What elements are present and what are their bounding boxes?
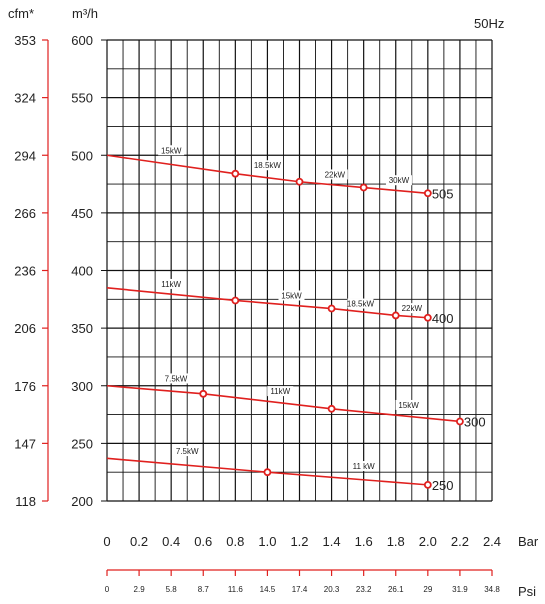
series-line <box>106 384 460 423</box>
power-label: 11kW <box>270 387 290 396</box>
series-point <box>391 311 400 320</box>
psi-tick-label: 2.9 <box>134 585 146 594</box>
x-tick-label: 0.2 <box>130 534 148 549</box>
series-point <box>423 480 432 489</box>
y-tick-label: 600 <box>71 33 93 48</box>
frequency-label: 50Hz <box>474 16 504 31</box>
series-end-label: 250 <box>432 478 454 493</box>
x2-unit-label: Psi <box>518 584 536 599</box>
x-tick-label: 0.8 <box>226 534 244 549</box>
power-label: 30kW <box>389 176 410 185</box>
psi-tick-label: 29 <box>423 585 432 594</box>
chart-series: 505 15kW 18.5kW 22kW 30kW 400 11kW 15kW 18.5kW 22… <box>106 145 486 493</box>
power-label: 15kW <box>161 146 182 155</box>
series-point <box>231 169 240 178</box>
series-point <box>263 468 272 477</box>
series-end-label: 505 <box>432 186 454 201</box>
x-tick-label: 1.2 <box>290 534 308 549</box>
power-label: 18.5kW <box>254 161 282 170</box>
chart-grid <box>106 39 493 502</box>
series-point <box>423 313 432 322</box>
y-tick-label: 300 <box>71 379 93 394</box>
x-tick-label: 0.6 <box>194 534 212 549</box>
power-label: 11 kW <box>353 462 376 471</box>
power-label: 7.5kW <box>176 447 199 456</box>
cfm-tick-label: 206 <box>14 321 36 336</box>
power-label-bg <box>398 303 425 314</box>
chart-axes: 200 250 300 350 400 450 500 550 600 118 147 176 206 2… <box>14 33 501 594</box>
psi-tick-label: 8.7 <box>198 585 210 594</box>
y-tick-label: 350 <box>71 321 93 336</box>
power-label-bg <box>174 446 201 457</box>
power-label-bg <box>321 169 348 180</box>
psi-tick-label: 5.8 <box>166 585 178 594</box>
psi-tick-label: 34.8 <box>484 585 500 594</box>
power-label-bg <box>158 145 185 156</box>
psi-tick-label: 14.5 <box>260 585 276 594</box>
psi-tick-label: 0 <box>105 585 110 594</box>
psi-tick-label: 31.9 <box>452 585 468 594</box>
cfm-tick-label: 266 <box>14 206 36 221</box>
x-tick-label: 1.4 <box>323 534 341 549</box>
cfm-tick-label: 118 <box>15 494 36 509</box>
x-tick-label: 2.0 <box>419 534 437 549</box>
power-label: 15kW <box>281 291 302 300</box>
power-label: 15kW <box>398 401 419 410</box>
series-point <box>359 183 368 192</box>
power-label-bg <box>395 399 422 410</box>
power-label-bg <box>385 175 412 186</box>
power-label: 11kW <box>161 280 181 289</box>
x-unit-label: Bar <box>518 534 539 549</box>
chart-labels: 50Hz m³/h cfm* Bar Psi <box>8 6 539 599</box>
series-end-label: 300 <box>464 414 486 429</box>
series-end-label: 400 <box>432 311 454 326</box>
power-label-bg <box>347 298 374 309</box>
x-tick-label: 0 <box>103 534 110 549</box>
x-tick-label: 1.8 <box>387 534 405 549</box>
power-label-bg <box>162 373 189 384</box>
y-tick-label: 200 <box>71 494 93 509</box>
power-label-bg <box>350 461 377 472</box>
x-tick-label: 0.4 <box>162 534 180 549</box>
y-tick-label: 500 <box>71 148 93 163</box>
y-tick-label: 450 <box>71 206 93 221</box>
x-tick-label: 2.4 <box>483 534 501 549</box>
series-point <box>423 189 432 198</box>
series-point <box>231 296 240 305</box>
psi-tick-label: 23.2 <box>356 585 372 594</box>
y-unit-label: m³/h <box>72 6 98 21</box>
power-label: 22kW <box>325 170 346 179</box>
power-label-bg <box>278 290 305 301</box>
cfm-tick-label: 147 <box>14 436 36 451</box>
y-tick-label: 550 <box>71 91 93 106</box>
power-label: 7.5kW <box>165 374 188 383</box>
psi-tick-label: 26.1 <box>388 585 404 594</box>
y2-unit-label: cfm* <box>8 6 34 21</box>
series-point <box>295 177 304 186</box>
power-label: 18.5kW <box>347 300 375 309</box>
psi-tick-label: 11.6 <box>228 585 244 594</box>
x-tick-label: 1.6 <box>355 534 373 549</box>
series-point <box>327 404 336 413</box>
cfm-tick-label: 176 <box>14 379 36 394</box>
cfm-tick-label: 294 <box>14 148 36 163</box>
series-point <box>199 389 208 398</box>
power-label-bg <box>158 278 185 289</box>
power-label: 22kW <box>402 304 423 313</box>
y-tick-label: 250 <box>71 436 93 451</box>
x-tick-label: 1.0 <box>258 534 276 549</box>
psi-tick-label: 20.3 <box>324 585 340 594</box>
power-label-bg <box>254 160 281 171</box>
x-tick-label: 2.2 <box>451 534 469 549</box>
series-point <box>456 417 464 426</box>
psi-tick-label: 17.4 <box>292 585 308 594</box>
cfm-tick-label: 236 <box>14 264 36 279</box>
power-label-bg <box>267 386 294 397</box>
cfm-tick-label: 353 <box>14 33 36 48</box>
series-point <box>327 304 336 313</box>
y-tick-label: 400 <box>71 264 93 279</box>
cfm-tick-label: 324 <box>14 91 36 106</box>
